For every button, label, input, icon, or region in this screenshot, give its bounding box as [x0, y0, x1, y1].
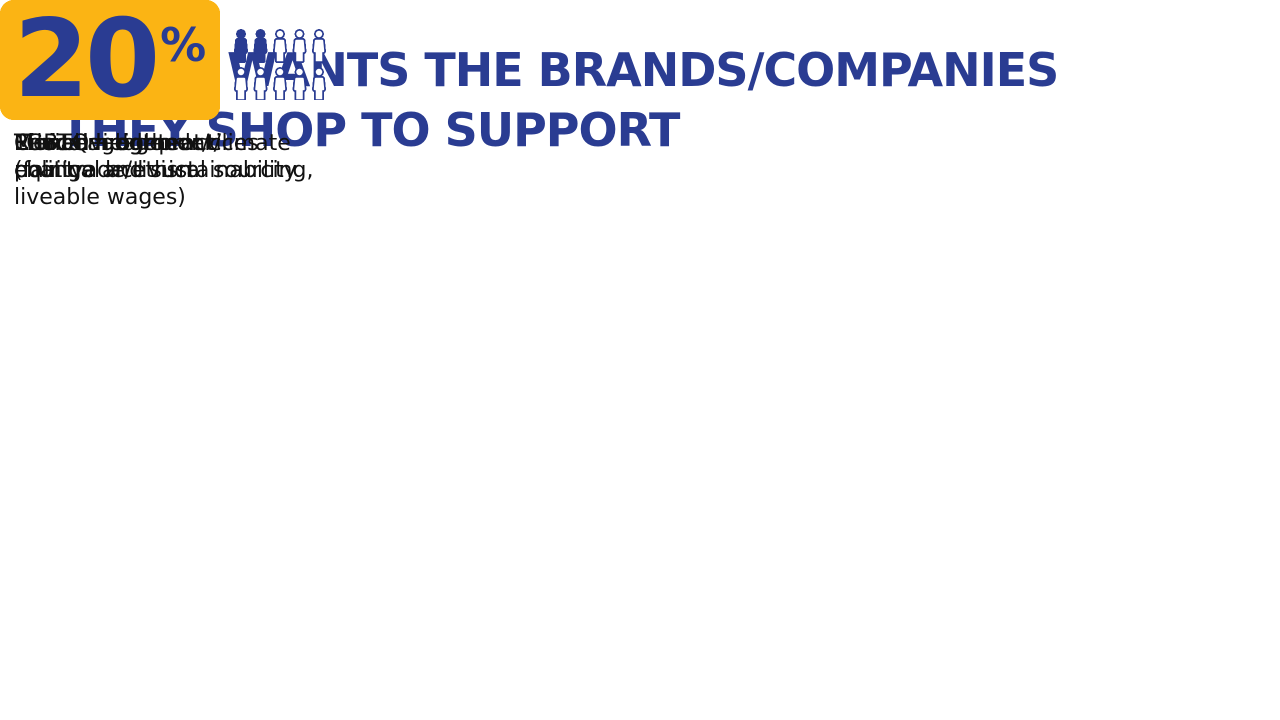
icon-fill: [234, 29, 248, 63]
person-icon: [253, 67, 268, 100]
person-icon: [312, 29, 326, 63]
person-icon: [292, 67, 307, 100]
icon-body: [273, 76, 287, 100]
icon-body: [292, 38, 307, 63]
label-line: political activism: [14, 158, 200, 183]
icon-head: [294, 29, 305, 39]
value: 20: [13, 0, 160, 122]
label-line: Mental health: [14, 131, 166, 156]
label-line: (fair trade/ethical sourcing,: [14, 158, 314, 183]
label-line: Racial and gender: [14, 131, 214, 156]
icon-body-fill: [253, 38, 268, 63]
person-icon: [253, 29, 268, 63]
label-line: Ethical labor practices: [14, 131, 259, 156]
person-icon: [234, 67, 248, 100]
pictogram: [234, 29, 326, 100]
category-label: Mental health: [14, 130, 165, 157]
person-icon: [234, 29, 248, 63]
person-icon: [312, 67, 326, 100]
category-label: The environment/climate change and sustai…: [14, 130, 297, 184]
icon-body: [273, 38, 287, 63]
unit: %: [160, 18, 207, 72]
icon-head: [294, 67, 305, 77]
icon-head: [275, 29, 285, 39]
icon-fill: [253, 29, 268, 63]
icon-head: [236, 67, 246, 77]
icon-body: [312, 38, 326, 63]
icon-body: [234, 76, 248, 100]
value-box: 20%: [0, 0, 220, 120]
person-icon: [273, 29, 287, 63]
icon-head: [255, 67, 266, 77]
label-line: The environment/climate: [14, 131, 291, 156]
icon-head-fill: [255, 29, 266, 39]
icon-head: [275, 67, 285, 77]
icon-body: [292, 76, 307, 100]
category-label: LGBTQ+ rights: [14, 130, 178, 157]
icon-head: [314, 67, 324, 77]
person-icon: [292, 29, 307, 63]
label-line: liveable wages): [14, 185, 186, 210]
icon-head: [314, 29, 324, 39]
icon-body: [253, 76, 268, 100]
icon-body-fill: [234, 38, 248, 63]
icon-head-fill: [236, 29, 246, 39]
category-label: Ethical labor practices (fair trade/ethic…: [14, 130, 313, 211]
label-line: LGBTQ+ rights: [14, 131, 178, 156]
category-label: Racial and gender equity: [14, 130, 213, 184]
title-line: GEN Z WANTS THE BRANDS/COMPANIES: [60, 43, 1059, 97]
label-line: change and sustainability: [14, 158, 297, 183]
label-line: Civic engagement/: [14, 131, 222, 156]
person-icon: [273, 67, 287, 100]
category-label: Civic engagement/political activism: [14, 130, 221, 184]
label-line: equity: [14, 158, 84, 183]
icon-body: [312, 76, 326, 100]
